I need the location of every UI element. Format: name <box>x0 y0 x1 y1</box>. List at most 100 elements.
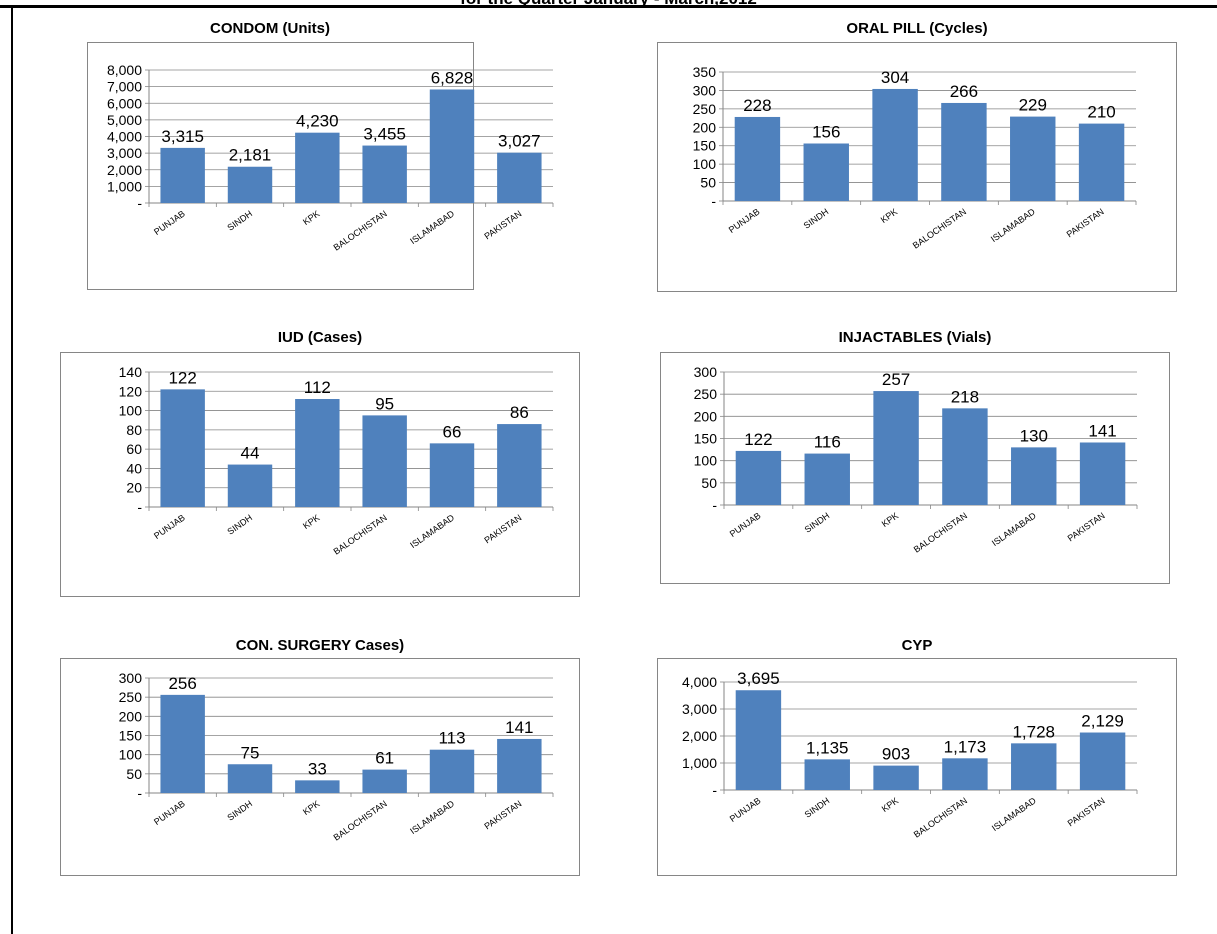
y-tick-label: 50 <box>700 175 716 191</box>
y-tick-label: 150 <box>119 728 143 744</box>
bar-pakistan <box>497 738 542 793</box>
y-tick-label: 250 <box>694 386 718 402</box>
data-label: 218 <box>951 387 979 406</box>
data-label: 86 <box>510 403 529 422</box>
data-label: 44 <box>241 444 260 463</box>
report-header: for the Quarter January - March,2012 <box>0 0 1217 9</box>
data-label: 2,129 <box>1081 712 1124 731</box>
y-tick-label: 3,000 <box>682 701 717 717</box>
top-rule <box>0 5 1217 8</box>
bar-punjab <box>735 450 782 505</box>
bar-pakistan <box>497 152 542 203</box>
chart-title-injectables: INJACTABLES (Vials) <box>838 329 992 346</box>
bar-sindh <box>804 759 850 790</box>
y-tick-label: 50 <box>701 475 717 491</box>
y-tick-label: 140 <box>119 364 143 380</box>
bar-pakistan <box>1079 732 1126 790</box>
y-tick-label: 300 <box>693 82 717 98</box>
bar-sindh <box>227 464 273 507</box>
chart-title-iud: IUD (Cases) <box>277 329 363 346</box>
data-label: 3,027 <box>498 132 541 151</box>
data-label: 210 <box>1087 103 1115 122</box>
data-label: 122 <box>744 430 772 449</box>
data-label: 256 <box>168 674 196 693</box>
y-tick-label: 100 <box>119 747 143 763</box>
y-tick-label: 150 <box>693 138 717 154</box>
y-tick-label: 300 <box>119 670 143 686</box>
bar-punjab <box>160 389 205 507</box>
chart-frame <box>87 42 474 290</box>
bar-pakistan <box>497 424 542 507</box>
data-label: 130 <box>1020 426 1048 445</box>
bar-kpk <box>873 765 919 790</box>
chart-oral-pill: -50100150200250300350228PUNJAB156SINDH30… <box>657 42 1177 292</box>
y-tick-label: 100 <box>693 156 717 172</box>
chart-frame <box>60 658 580 876</box>
bar-balochistan <box>942 408 988 505</box>
chart-condom: -1,0002,0003,0004,0005,0006,0007,0008,00… <box>87 42 554 290</box>
y-tick-label: 5,000 <box>107 112 142 128</box>
y-tick-label: 200 <box>693 119 717 135</box>
bar-sindh <box>803 143 849 201</box>
bar-islamabad <box>429 443 475 507</box>
y-tick-label: - <box>137 785 142 801</box>
y-tick-label: 100 <box>119 403 143 419</box>
y-tick-label: 50 <box>126 766 142 782</box>
bar-islamabad <box>429 89 475 203</box>
bar-sindh <box>227 166 273 203</box>
bar-islamabad <box>1011 447 1057 505</box>
bar-kpk <box>872 88 918 201</box>
y-tick-label: 200 <box>119 708 143 724</box>
y-tick-label: 300 <box>694 364 718 380</box>
chart-title-condom: CONDOM (Units) <box>210 20 330 37</box>
data-label: 903 <box>882 745 910 764</box>
y-tick-label: - <box>712 497 717 513</box>
data-label: 3,695 <box>737 669 780 688</box>
y-tick-label: 7,000 <box>107 79 142 95</box>
y-tick-label: 40 <box>126 460 142 476</box>
y-tick-label: - <box>137 499 142 515</box>
bar-punjab <box>735 690 782 790</box>
bar-kpk <box>295 132 340 203</box>
data-label: 122 <box>168 368 196 387</box>
chart-injectables: -50100150200250300122PUNJAB116SINDH257KP… <box>660 352 1170 584</box>
data-label: 228 <box>743 96 771 115</box>
data-label: 61 <box>375 749 394 768</box>
y-tick-label: 200 <box>694 408 718 424</box>
data-label: 113 <box>438 729 465 748</box>
data-label: 1,173 <box>944 737 987 756</box>
y-tick-label: 1,000 <box>107 178 142 194</box>
bar-kpk <box>295 399 340 507</box>
y-tick-label: 2,000 <box>107 162 142 178</box>
bar-kpk <box>873 391 919 505</box>
y-tick-label: - <box>711 193 716 209</box>
y-tick-label: 250 <box>119 689 143 705</box>
y-tick-label: 3,000 <box>107 145 142 161</box>
data-label: 4,230 <box>296 112 339 131</box>
bar-islamabad <box>429 749 475 793</box>
data-label: 266 <box>950 82 978 101</box>
data-label: 3,455 <box>363 125 406 144</box>
data-label: 112 <box>304 378 331 397</box>
y-tick-label: 60 <box>126 441 142 457</box>
bar-balochistan <box>362 769 407 793</box>
bar-balochistan <box>942 758 988 790</box>
bar-punjab <box>160 694 205 793</box>
data-label: 304 <box>881 68 909 87</box>
data-label: 141 <box>1088 421 1116 440</box>
y-tick-label: 150 <box>694 431 718 447</box>
bar-sindh <box>227 764 273 793</box>
chart-title-cyp: CYP <box>901 637 933 654</box>
data-label: 3,315 <box>161 127 204 146</box>
bar-pakistan <box>1079 442 1126 505</box>
data-label: 156 <box>812 123 840 142</box>
data-label: 229 <box>1019 96 1047 115</box>
y-tick-label: 350 <box>693 64 717 80</box>
y-tick-label: 4,000 <box>107 129 142 145</box>
data-label: 66 <box>443 422 462 441</box>
x-tick-label: PAKISTAN <box>482 208 523 241</box>
y-tick-label: - <box>137 195 142 211</box>
bar-balochistan <box>941 102 987 201</box>
